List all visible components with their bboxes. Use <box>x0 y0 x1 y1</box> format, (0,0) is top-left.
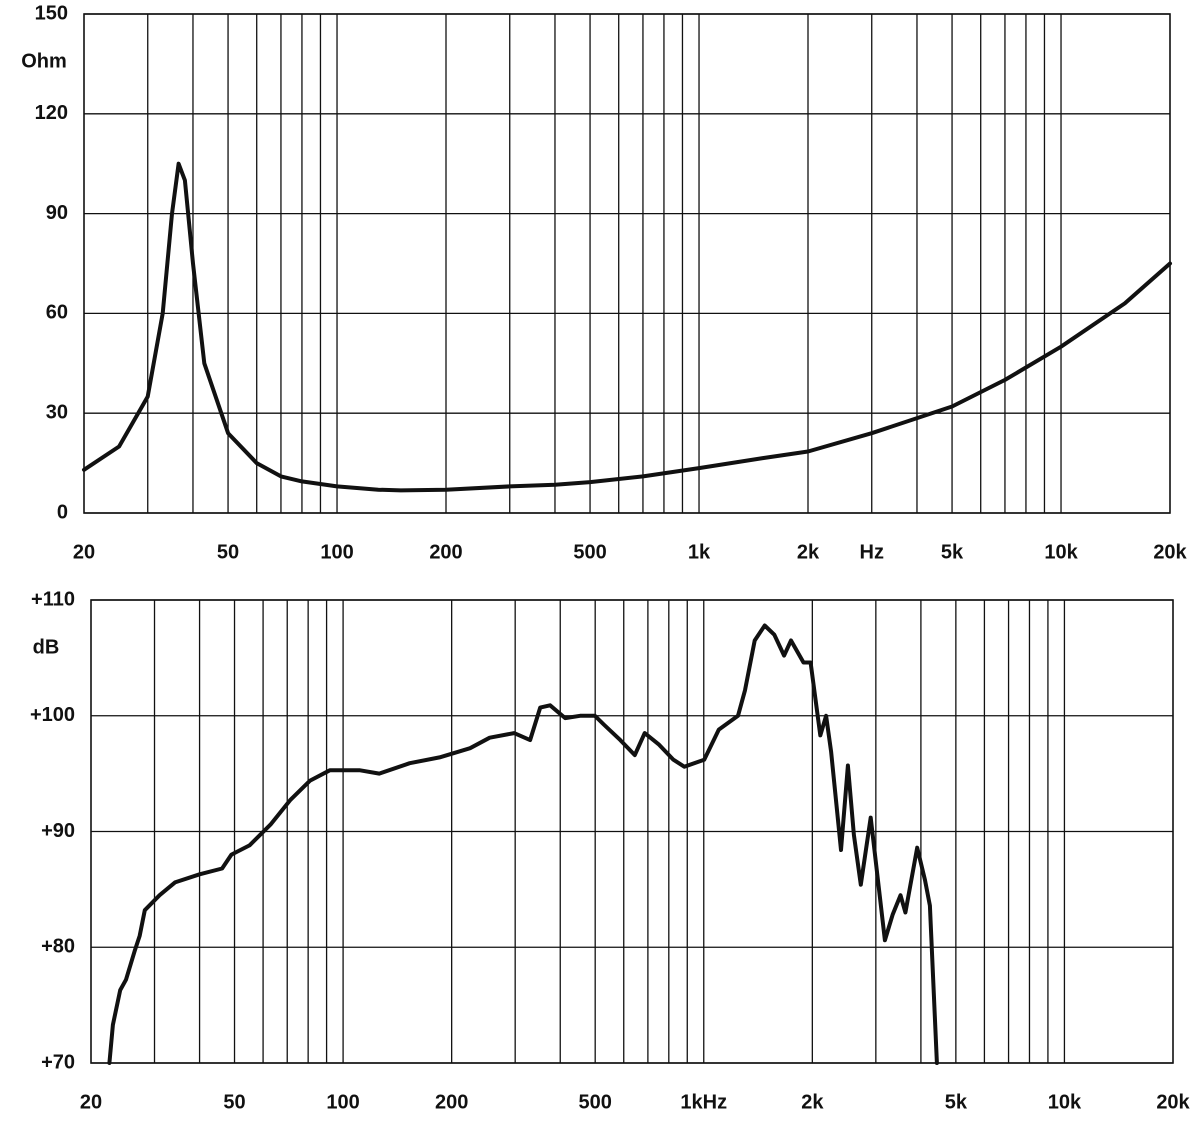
x-tick-label: 1k <box>688 541 711 563</box>
plot-frame <box>83 13 1171 514</box>
y-tick-label: +70 <box>41 1051 75 1073</box>
x-tick-label: 20 <box>80 1091 102 1113</box>
plot-frame <box>90 599 1174 1064</box>
y-tick-label: 30 <box>46 401 68 423</box>
y-tick-label: +90 <box>41 820 75 842</box>
x-tick-label: 1kHz <box>680 1091 727 1113</box>
x-tick-label: 2k <box>797 541 820 563</box>
x-tick-label: 50 <box>217 541 239 563</box>
x-tick-label: Hz <box>860 541 884 563</box>
y-tick-label: 0 <box>57 501 68 523</box>
x-tick-label: 200 <box>435 1091 468 1113</box>
y-tick-label: 90 <box>46 202 68 224</box>
x-tick-label: 10k <box>1044 541 1078 563</box>
x-tick-label: 100 <box>326 1091 359 1113</box>
impedance-curve <box>107 623 939 1065</box>
x-tick-label: 5k <box>945 1091 968 1113</box>
y-tick-label: 120 <box>35 102 68 124</box>
y-tick-label: 60 <box>46 302 68 324</box>
y-tick-label: +100 <box>30 704 75 726</box>
y-tick-label: +80 <box>41 936 75 958</box>
x-tick-label: 5k <box>941 541 964 563</box>
x-tick-label: 20k <box>1153 541 1187 563</box>
x-tick-label: 100 <box>320 541 353 563</box>
y-unit-label: dB <box>33 636 60 658</box>
x-tick-label: 500 <box>573 541 606 563</box>
y-unit-label: Ohm <box>21 50 67 72</box>
impedance-curve <box>82 161 1172 493</box>
x-tick-label: 200 <box>429 541 462 563</box>
x-tick-label: 10k <box>1048 1091 1082 1113</box>
x-tick-label: 500 <box>579 1091 612 1113</box>
x-tick-label: 2k <box>801 1091 824 1113</box>
y-tick-label: 150 <box>35 2 68 24</box>
x-tick-label: 20 <box>73 541 95 563</box>
x-tick-label: 50 <box>223 1091 245 1113</box>
x-tick-label: 20k <box>1156 1091 1190 1113</box>
y-tick-label: +110 <box>31 588 75 610</box>
